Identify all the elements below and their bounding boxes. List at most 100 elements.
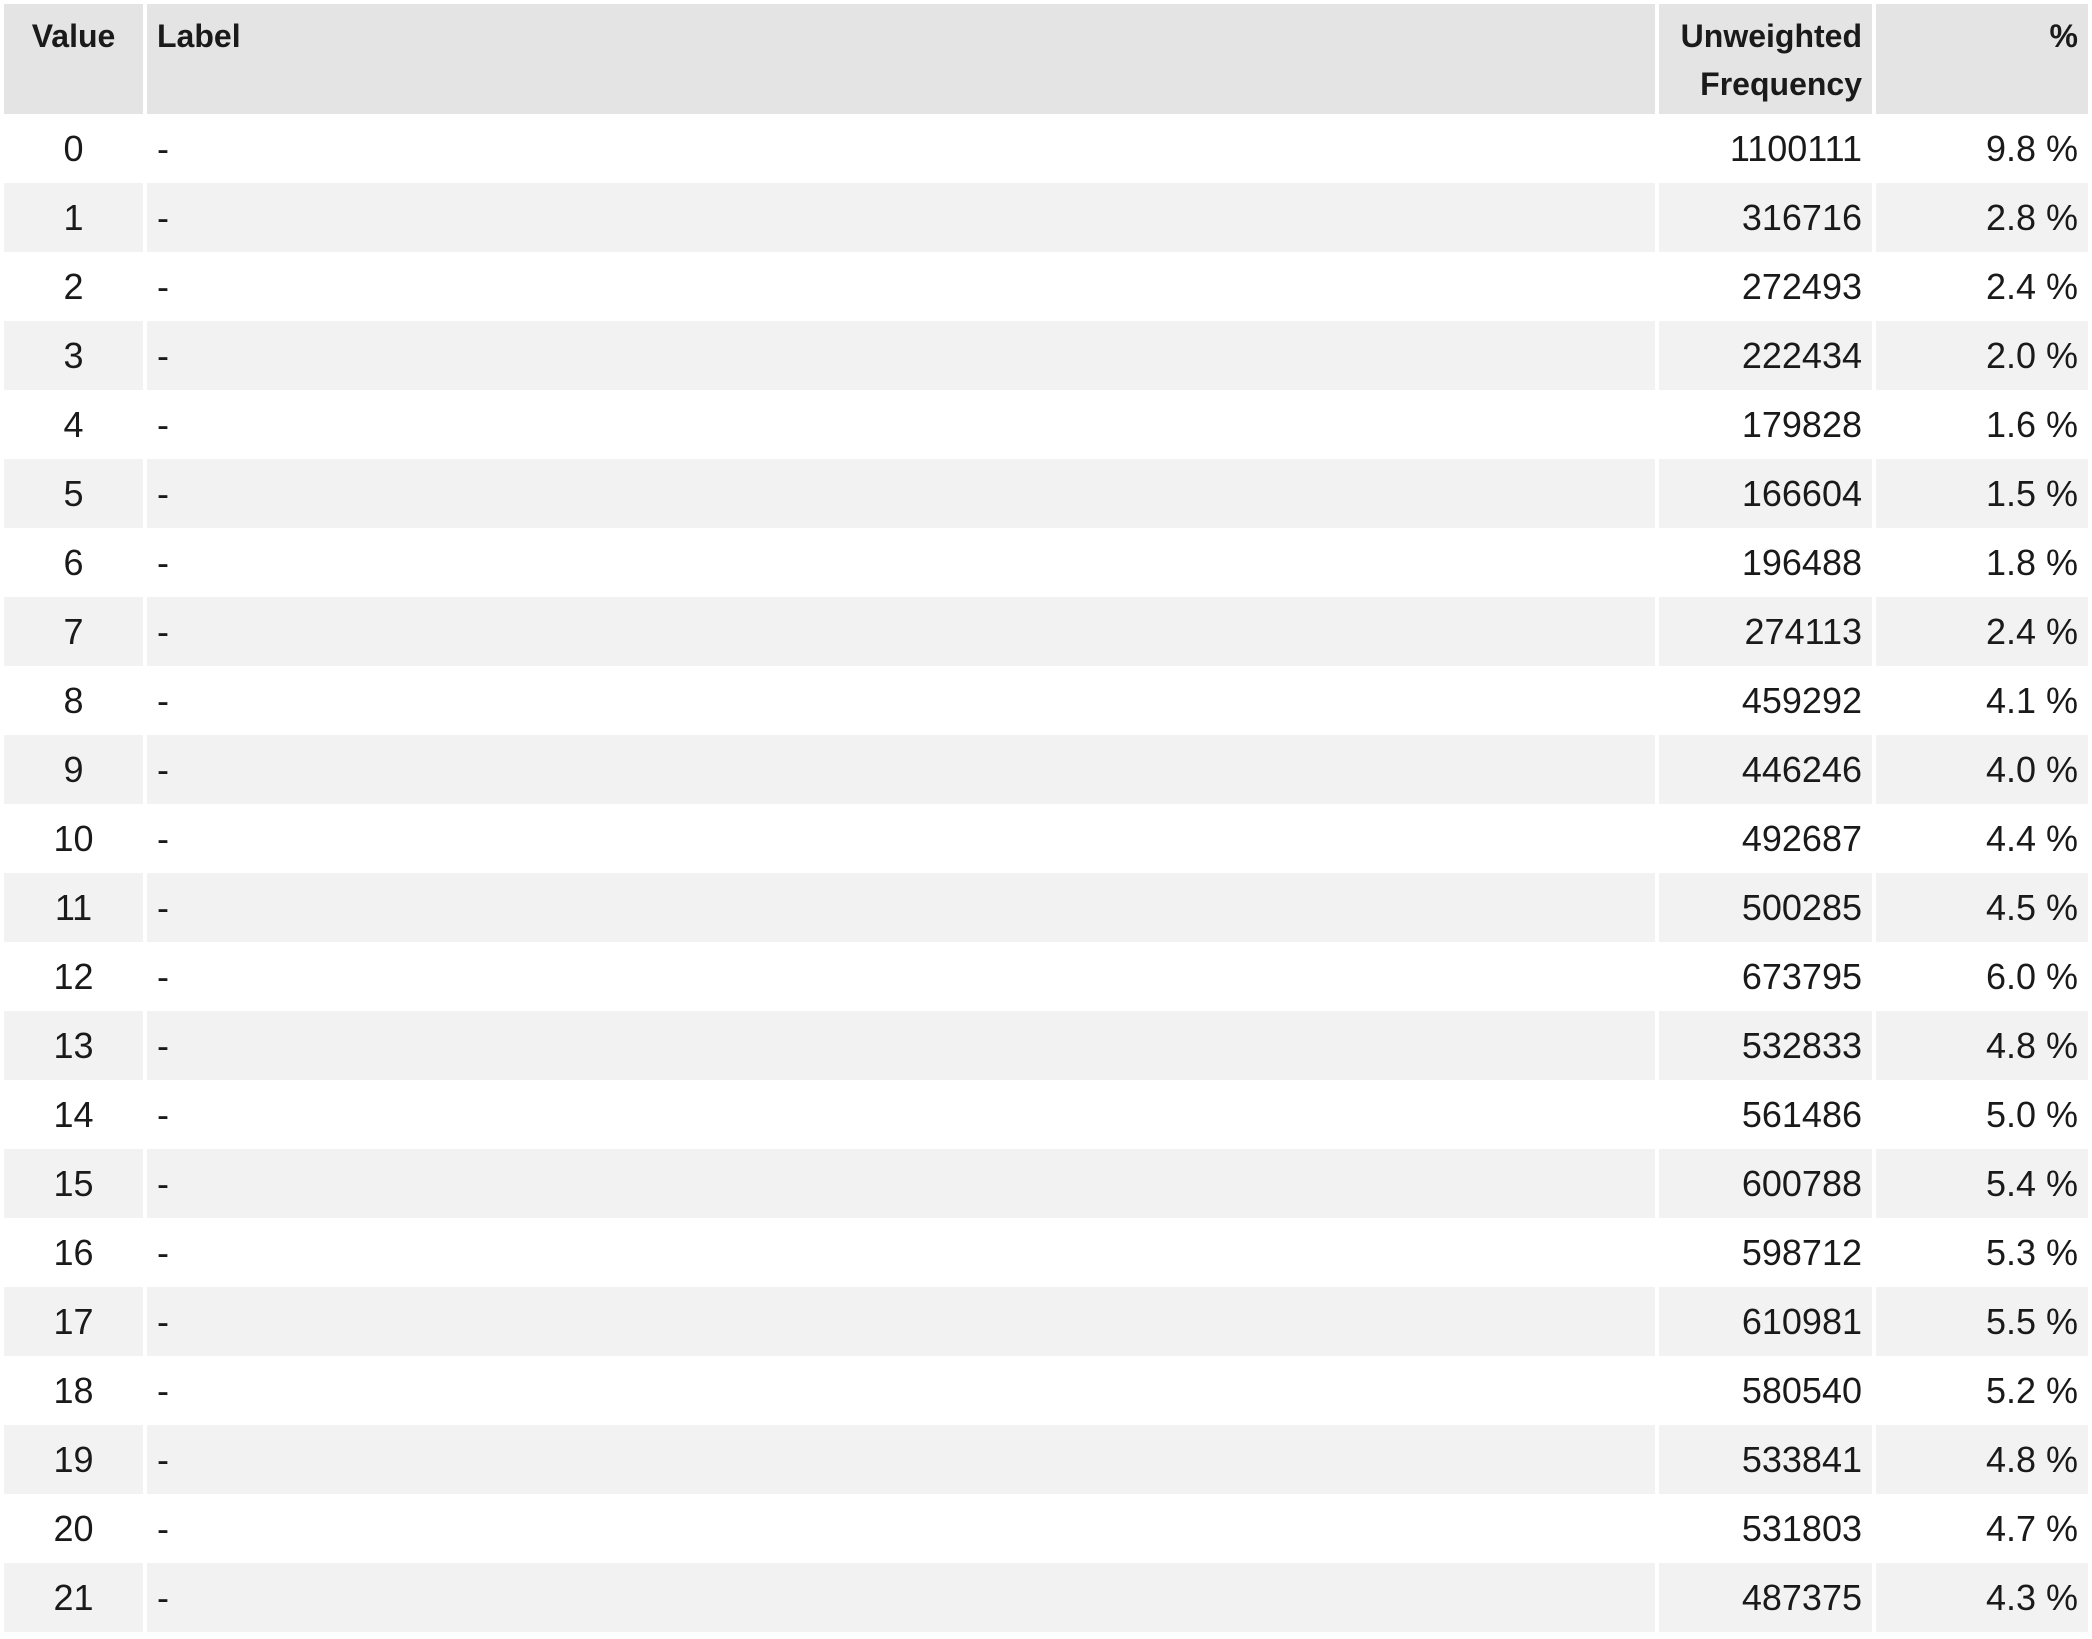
table-row: 21-487375 4.3 % bbox=[4, 1563, 2088, 1632]
row-unweighted-frequency: 610981 bbox=[1659, 1287, 1872, 1356]
row-label: - bbox=[147, 1356, 1655, 1425]
row-percent: 5.4 % bbox=[1876, 1149, 2088, 1218]
row-value: 11 bbox=[4, 873, 143, 942]
table-row: 18-580540 5.2 % bbox=[4, 1356, 2088, 1425]
row-percent: 5.0 % bbox=[1876, 1080, 2088, 1149]
table-row: 8-459292 4.1 % bbox=[4, 666, 2088, 735]
table-row: 7-274113 2.4 % bbox=[4, 597, 2088, 666]
row-value: 20 bbox=[4, 1494, 143, 1563]
row-label: - bbox=[147, 321, 1655, 390]
row-percent: 5.5 % bbox=[1876, 1287, 2088, 1356]
row-label: - bbox=[147, 597, 1655, 666]
table-row: 9-446246 4.0 % bbox=[4, 735, 2088, 804]
header-freq-line2: Frequency bbox=[1700, 66, 1862, 102]
row-percent: 5.3 % bbox=[1876, 1218, 2088, 1287]
table-row: 2-272493 2.4 % bbox=[4, 252, 2088, 321]
table-body: 0-1100111 9.8 % 1-316716 2.8 % 2-272493 2.4 %… bbox=[4, 114, 2088, 1632]
row-value: 15 bbox=[4, 1149, 143, 1218]
table-row: 12-673795 6.0 % bbox=[4, 942, 2088, 1011]
table-row: 20-531803 4.7 % bbox=[4, 1494, 2088, 1563]
row-label: - bbox=[147, 252, 1655, 321]
table-row: 5-166604 1.5 % bbox=[4, 459, 2088, 528]
row-label: - bbox=[147, 873, 1655, 942]
table-row: 15-600788 5.4 % bbox=[4, 1149, 2088, 1218]
header-row: Value Label Unweighted Frequency % bbox=[4, 0, 2088, 114]
row-value: 19 bbox=[4, 1425, 143, 1494]
row-unweighted-frequency: 487375 bbox=[1659, 1563, 1872, 1632]
row-percent: 4.5 % bbox=[1876, 873, 2088, 942]
row-value: 8 bbox=[4, 666, 143, 735]
row-value: 9 bbox=[4, 735, 143, 804]
row-value: 1 bbox=[4, 183, 143, 252]
row-unweighted-frequency: 196488 bbox=[1659, 528, 1872, 597]
row-percent: 9.8 % bbox=[1876, 114, 2088, 183]
row-unweighted-frequency: 272493 bbox=[1659, 252, 1872, 321]
table-row: 11-500285 4.5 % bbox=[4, 873, 2088, 942]
row-unweighted-frequency: 598712 bbox=[1659, 1218, 1872, 1287]
row-percent: 6.0 % bbox=[1876, 942, 2088, 1011]
row-percent: 4.8 % bbox=[1876, 1425, 2088, 1494]
row-value: 14 bbox=[4, 1080, 143, 1149]
row-label: - bbox=[147, 183, 1655, 252]
table-row: 10-492687 4.4 % bbox=[4, 804, 2088, 873]
row-label: - bbox=[147, 114, 1655, 183]
row-unweighted-frequency: 533841 bbox=[1659, 1425, 1872, 1494]
header-freq-line1: Unweighted bbox=[1680, 18, 1862, 54]
row-unweighted-frequency: 532833 bbox=[1659, 1011, 1872, 1080]
row-value: 6 bbox=[4, 528, 143, 597]
row-value: 4 bbox=[4, 390, 143, 459]
row-value: 5 bbox=[4, 459, 143, 528]
row-percent: 2.8 % bbox=[1876, 183, 2088, 252]
row-percent: 1.5 % bbox=[1876, 459, 2088, 528]
row-unweighted-frequency: 580540 bbox=[1659, 1356, 1872, 1425]
header-unweighted-frequency[interactable]: Unweighted Frequency bbox=[1659, 0, 1872, 114]
row-label: - bbox=[147, 1563, 1655, 1632]
row-unweighted-frequency: 446246 bbox=[1659, 735, 1872, 804]
row-unweighted-frequency: 492687 bbox=[1659, 804, 1872, 873]
table-row: 6-196488 1.8 % bbox=[4, 528, 2088, 597]
row-label: - bbox=[147, 528, 1655, 597]
row-value: 0 bbox=[4, 114, 143, 183]
row-percent: 1.6 % bbox=[1876, 390, 2088, 459]
row-label: - bbox=[147, 1011, 1655, 1080]
row-percent: 2.4 % bbox=[1876, 252, 2088, 321]
table-row: 17-610981 5.5 % bbox=[4, 1287, 2088, 1356]
row-percent: 4.4 % bbox=[1876, 804, 2088, 873]
row-unweighted-frequency: 179828 bbox=[1659, 390, 1872, 459]
row-label: - bbox=[147, 390, 1655, 459]
row-label: - bbox=[147, 666, 1655, 735]
row-percent: 1.8 % bbox=[1876, 528, 2088, 597]
row-unweighted-frequency: 531803 bbox=[1659, 1494, 1872, 1563]
table-row: 16-598712 5.3 % bbox=[4, 1218, 2088, 1287]
row-value: 12 bbox=[4, 942, 143, 1011]
table-header: Value Label Unweighted Frequency % bbox=[4, 0, 2088, 114]
row-unweighted-frequency: 600788 bbox=[1659, 1149, 1872, 1218]
header-value[interactable]: Value bbox=[4, 0, 143, 114]
row-unweighted-frequency: 561486 bbox=[1659, 1080, 1872, 1149]
row-label: - bbox=[147, 1218, 1655, 1287]
row-label: - bbox=[147, 1080, 1655, 1149]
row-percent: 4.7 % bbox=[1876, 1494, 2088, 1563]
row-unweighted-frequency: 459292 bbox=[1659, 666, 1872, 735]
header-percent[interactable]: % bbox=[1876, 0, 2088, 114]
row-label: - bbox=[147, 1425, 1655, 1494]
table-row: 0-1100111 9.8 % bbox=[4, 114, 2088, 183]
row-value: 10 bbox=[4, 804, 143, 873]
row-unweighted-frequency: 673795 bbox=[1659, 942, 1872, 1011]
row-label: - bbox=[147, 1149, 1655, 1218]
table-row: 19-533841 4.8 % bbox=[4, 1425, 2088, 1494]
row-percent: 2.0 % bbox=[1876, 321, 2088, 390]
row-unweighted-frequency: 222434 bbox=[1659, 321, 1872, 390]
table-row: 4-179828 1.6 % bbox=[4, 390, 2088, 459]
row-percent: 4.3 % bbox=[1876, 1563, 2088, 1632]
row-value: 18 bbox=[4, 1356, 143, 1425]
row-value: 13 bbox=[4, 1011, 143, 1080]
row-label: - bbox=[147, 804, 1655, 873]
row-unweighted-frequency: 274113 bbox=[1659, 597, 1872, 666]
row-label: - bbox=[147, 1494, 1655, 1563]
table-row: 1-316716 2.8 % bbox=[4, 183, 2088, 252]
row-percent: 4.0 % bbox=[1876, 735, 2088, 804]
header-label[interactable]: Label bbox=[147, 0, 1655, 114]
row-value: 16 bbox=[4, 1218, 143, 1287]
